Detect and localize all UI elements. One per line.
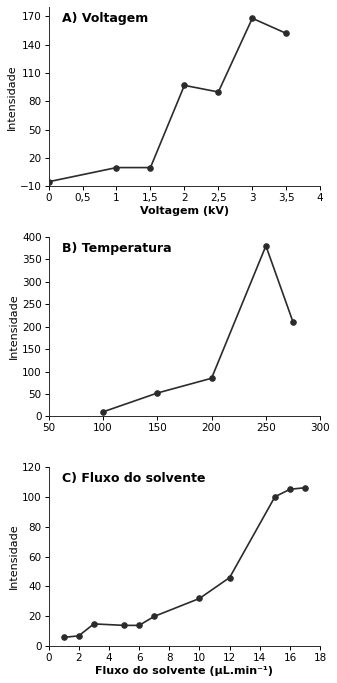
Y-axis label: Intensidade: Intensidade bbox=[7, 64, 17, 130]
Text: A) Voltagem: A) Voltagem bbox=[62, 12, 148, 25]
Text: C) Fluxo do solvente: C) Fluxo do solvente bbox=[62, 472, 206, 485]
Text: B) Temperatura: B) Temperatura bbox=[62, 242, 172, 255]
Y-axis label: Intensidade: Intensidade bbox=[9, 294, 19, 359]
X-axis label: Fluxo do solvente (μL.min⁻¹): Fluxo do solvente (μL.min⁻¹) bbox=[95, 666, 273, 676]
X-axis label: Voltagem (kV): Voltagem (kV) bbox=[140, 206, 229, 217]
Y-axis label: Intensidade: Intensidade bbox=[9, 524, 19, 589]
